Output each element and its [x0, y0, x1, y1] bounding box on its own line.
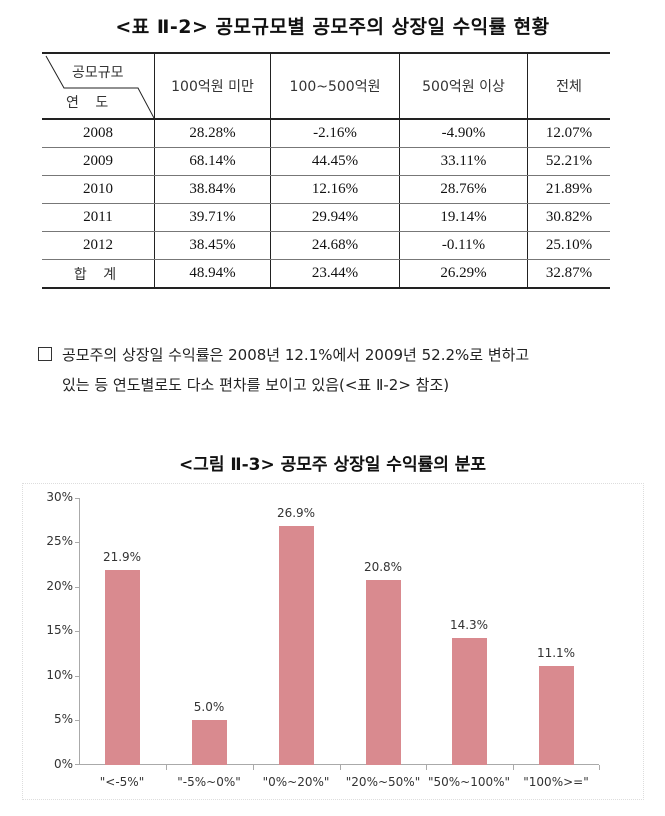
bar-lt-minus5	[105, 570, 140, 765]
value-cell: 28.76%	[399, 175, 528, 204]
x-tick-mark	[253, 765, 254, 770]
value-cell: 24.68%	[270, 231, 400, 260]
corner-label-size: 공모규모	[72, 65, 124, 81]
table-row: 2011 39.71% 29.94% 19.14% 30.82%	[42, 203, 610, 232]
value-cell: -4.90%	[399, 119, 528, 148]
header-over-500: 500억원 이상	[399, 52, 528, 120]
value-cell: 48.94%	[154, 259, 271, 289]
y-tick-label: 5%	[53, 712, 73, 726]
paragraph-line-2: 있는 등 연도별로도 다소 편차를 보이고 있음(<표 Ⅱ-2> 참조)	[62, 376, 450, 394]
y-tick-mark	[75, 587, 79, 588]
year-cell: 2008	[42, 119, 155, 148]
y-tick-label: 30%	[46, 490, 73, 504]
value-cell: 30.82%	[527, 203, 610, 232]
x-category-label: "<-5%"	[99, 775, 145, 789]
value-cell: 12.16%	[270, 175, 400, 204]
bar-value-label: 20.8%	[363, 560, 403, 574]
bar-50-100	[452, 638, 487, 765]
value-cell: 38.84%	[154, 175, 271, 204]
x-tick-mark	[166, 765, 167, 770]
value-cell: 32.87%	[527, 259, 610, 289]
x-tick-mark	[599, 765, 600, 770]
x-category-label: "0%~20%"	[262, 775, 330, 789]
value-cell: 21.89%	[527, 175, 610, 204]
returns-by-offering-size-table: 공모규모 연 도 100억원 미만 100~500억원 500억원 이상 전체 …	[42, 52, 610, 289]
table-row: 2010 38.84% 12.16% 28.76% 21.89%	[42, 175, 610, 204]
table-header-row: 공모규모 연 도 100억원 미만 100~500억원 500억원 이상 전체	[42, 52, 610, 120]
y-tick-label: 0%	[53, 757, 73, 771]
y-tick-label: 15%	[46, 623, 73, 637]
table-title: <표 Ⅱ-2> 공모규모별 공모주의 상장일 수익률 현황	[115, 16, 550, 38]
corner-header-cell: 공모규모 연 도	[42, 52, 155, 120]
bar-value-label: 21.9%	[102, 550, 142, 564]
year-cell: 2009	[42, 147, 155, 176]
value-cell: -0.11%	[399, 231, 528, 260]
value-cell: 19.14%	[399, 203, 528, 232]
bar-100-plus	[539, 666, 574, 765]
paragraph-line-1: 공모주의 상장일 수익률은 2008년 12.1%에서 2009년 52.2%로…	[62, 346, 530, 364]
y-tick-mark	[75, 720, 79, 721]
x-tick-mark	[513, 765, 514, 770]
value-cell: 28.28%	[154, 119, 271, 148]
bar-value-label: 14.3%	[449, 618, 489, 632]
y-tick-mark	[75, 542, 79, 543]
plot-area: 30% 25% 20% 15% 10% 5% 0% 21.9% 5.0% 26.…	[46, 490, 600, 789]
total-label-cell: 합 계	[42, 259, 155, 289]
header-100-500: 100~500억원	[270, 52, 400, 120]
year-cell: 2012	[42, 231, 155, 260]
summary-paragraph: 공모주의 상장일 수익률은 2008년 12.1%에서 2009년 52.2%로…	[38, 340, 638, 400]
y-tick-mark	[75, 764, 79, 765]
value-cell: 29.94%	[270, 203, 400, 232]
figure-title: <그림 Ⅱ-3> 공모주 상장일 수익률의 분포	[178, 455, 487, 475]
diagonal-divider-icon	[45, 55, 154, 118]
x-category-label: "20%~50%"	[345, 775, 421, 789]
bar-20-50	[366, 580, 401, 765]
x-category-label: "-5%~0%"	[177, 775, 241, 789]
return-distribution-chart: 30% 25% 20% 15% 10% 5% 0% 21.9% 5.0% 26.…	[22, 483, 644, 800]
year-cell: 2010	[42, 175, 155, 204]
x-tick-mark	[426, 765, 427, 770]
table-row: 2009 68.14% 44.45% 33.11% 52.21%	[42, 147, 610, 176]
value-cell: 25.10%	[527, 231, 610, 260]
value-cell: 44.45%	[270, 147, 400, 176]
table-total-row: 합 계 48.94% 23.44% 26.29% 32.87%	[42, 259, 610, 289]
x-axis	[79, 764, 599, 765]
y-tick-label: 20%	[46, 579, 73, 593]
value-cell: -2.16%	[270, 119, 400, 148]
header-under-100: 100억원 미만	[154, 52, 271, 120]
value-cell: 12.07%	[527, 119, 610, 148]
value-cell: 68.14%	[154, 147, 271, 176]
bar-value-label: 26.9%	[276, 506, 316, 520]
year-cell: 2011	[42, 203, 155, 232]
corner-label-year: 연 도	[66, 95, 115, 111]
bar-value-label: 5.0%	[193, 700, 225, 714]
value-cell: 23.44%	[270, 259, 400, 289]
bar-0-20	[279, 526, 314, 765]
value-cell: 39.71%	[154, 203, 271, 232]
y-tick-label: 25%	[46, 534, 73, 548]
value-cell: 38.45%	[154, 231, 271, 260]
table-row: 2012 38.45% 24.68% -0.11% 25.10%	[42, 231, 610, 260]
bar-minus5-0	[192, 720, 227, 765]
bullet-box-icon	[38, 347, 52, 361]
x-category-label: "100%>="	[523, 775, 589, 789]
table-row: 2008 28.28% -2.16% -4.90% 12.07%	[42, 119, 610, 148]
x-tick-mark	[340, 765, 341, 770]
y-tick-mark	[75, 498, 79, 499]
y-axis	[79, 498, 80, 765]
value-cell: 26.29%	[399, 259, 528, 289]
header-total: 전체	[527, 52, 610, 120]
y-tick-mark	[75, 676, 79, 677]
y-tick-label: 10%	[46, 668, 73, 682]
x-category-label: "50%~100%"	[427, 775, 511, 789]
y-tick-mark	[75, 631, 79, 632]
value-cell: 52.21%	[527, 147, 610, 176]
bar-value-label: 11.1%	[536, 646, 576, 660]
value-cell: 33.11%	[399, 147, 528, 176]
